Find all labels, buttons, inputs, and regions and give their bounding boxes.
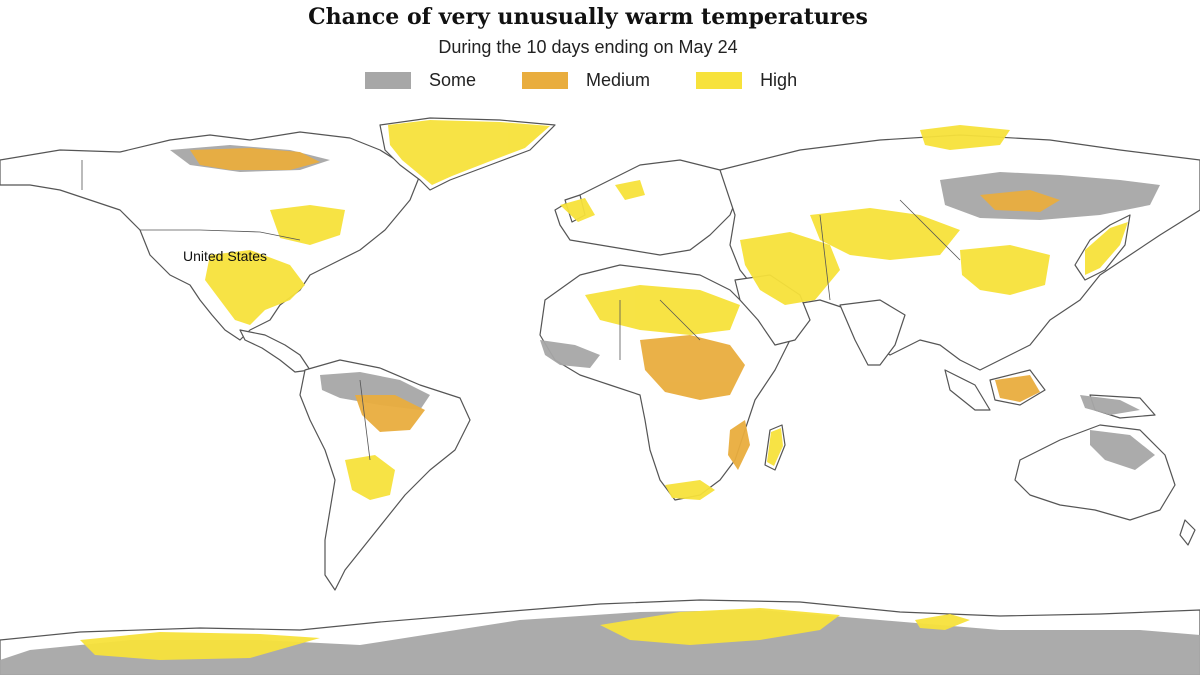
africa-border-2 [659, 299, 701, 341]
antarctica-some [0, 610, 1200, 675]
sumatra-land [944, 369, 991, 411]
europe-land [554, 159, 741, 256]
china-east-high [960, 245, 1050, 295]
africa-central-medium [640, 335, 745, 400]
us-east-mexico-high [205, 250, 305, 325]
scandinavia-high [615, 180, 645, 200]
madagascar-high [767, 428, 783, 466]
map-subtitle: During the 10 days ending on May 24 [438, 37, 738, 57]
legend-label-medium: Medium [586, 70, 651, 90]
canada-east-high [270, 205, 345, 245]
europe-west-high [560, 198, 595, 222]
antarctica-small-high [915, 614, 970, 630]
central-asia-high [810, 208, 960, 260]
canada-north-medium [190, 148, 320, 170]
middle-east-high [740, 232, 840, 305]
east-africa-medium [728, 420, 750, 470]
greenland-high [388, 120, 550, 185]
label-united-states: United States [183, 248, 267, 264]
antarctica-west-high [80, 632, 320, 660]
legend-item-some: Some [365, 70, 476, 91]
legend-swatch-high [696, 72, 743, 89]
anomaly-high [80, 120, 1128, 660]
sa-border-1 [359, 379, 371, 461]
india-land [839, 299, 906, 366]
new-zealand-land [1179, 519, 1196, 546]
borneo-medium [995, 375, 1040, 402]
north-america-land [0, 131, 421, 341]
us-canada-border [140, 229, 301, 241]
borneo-some [1080, 395, 1140, 415]
legend-item-high: High [696, 70, 797, 91]
legend-item-medium: Medium [522, 70, 650, 91]
legend-swatch-some [365, 72, 411, 89]
legend-label-high: High [760, 70, 798, 90]
asia-border-2 [899, 199, 961, 261]
south-america-south-high [345, 455, 395, 500]
legend: Some Medium High [365, 70, 843, 91]
anomaly-medium [190, 148, 1060, 470]
southern-africa-high [665, 480, 715, 500]
siberia-medium [980, 190, 1060, 212]
asia-border-1 [819, 214, 831, 301]
map-title: Chance of very unusually warm temperatur… [308, 4, 868, 30]
amazon-medium [355, 395, 425, 432]
japan-high [1085, 222, 1128, 275]
sahel-high [585, 285, 740, 335]
world-map: United States [0, 117, 1200, 675]
central-america-land [239, 329, 311, 373]
country-borders [81, 160, 961, 461]
legend-swatch-medium [522, 72, 569, 89]
australia-some [1090, 430, 1155, 470]
russia-arctic-high [920, 125, 1010, 150]
antarctica-east-high [600, 608, 840, 645]
africa-west-some [540, 340, 600, 368]
legend-label-some: Some [429, 70, 477, 90]
